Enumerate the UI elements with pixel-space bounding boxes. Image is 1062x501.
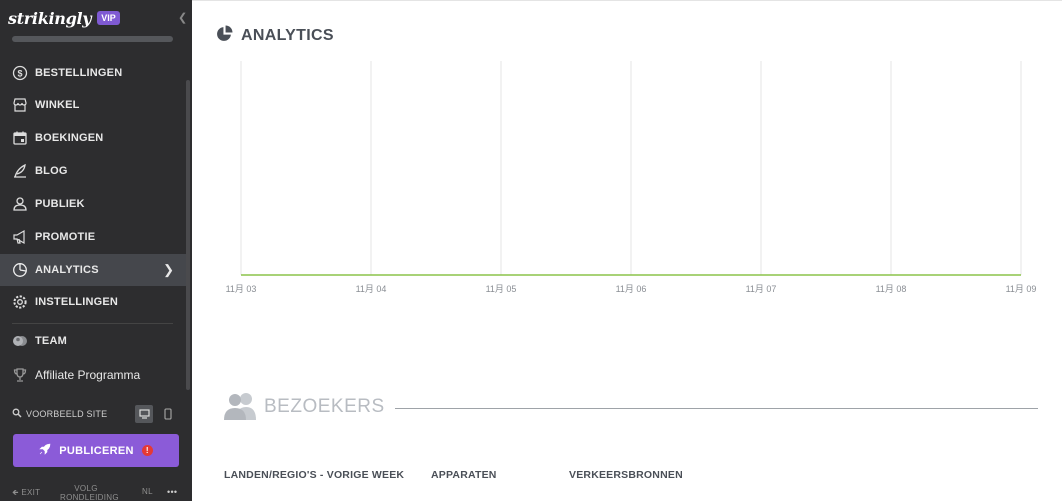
visitors-icon — [224, 390, 258, 425]
visitors-divider — [394, 407, 1038, 409]
pie-chart-icon — [216, 25, 233, 47]
vip-badge: VIP — [97, 11, 120, 25]
publish-label: PUBLICEREN — [59, 444, 134, 457]
tour-link[interactable]: VOLG RONDLEIDING — [60, 484, 119, 501]
sidebar-item-winkel[interactable]: WINKEL — [0, 89, 186, 121]
quill-icon — [12, 163, 28, 179]
devices-column-header: APPARATEN — [431, 469, 497, 481]
sidebar-footer: 🡸 EXIT VOLG RONDLEIDING NL ••• — [0, 484, 192, 501]
sidebar-item-label: INSTELLINGEN — [35, 296, 119, 308]
sidebar-item-promotie[interactable]: PROMOTIE — [0, 221, 186, 253]
sidebar: strikingly VIP ❮ $ BESTELLINGEN WINKEL B… — [0, 0, 192, 501]
sidebar-item-publiek[interactable]: PUBLIEK — [0, 188, 186, 220]
store-icon — [12, 97, 28, 113]
x-tick-label: 11月 08 — [876, 284, 907, 294]
team-icon — [12, 333, 28, 349]
publish-button[interactable]: PUBLICEREN ! — [13, 434, 179, 467]
visitors-title: BEZOEKERS — [264, 396, 385, 417]
mobile-preview-icon[interactable] — [159, 405, 177, 423]
language-selector[interactable]: NL — [142, 487, 153, 496]
sidebar-item-affiliate[interactable]: Affiliate Programma — [0, 359, 186, 391]
sidebar-item-team[interactable]: TEAM — [0, 325, 186, 357]
visitors-header: BEZOEKERS — [224, 389, 1038, 425]
sidebar-item-label: BLOG — [35, 165, 68, 177]
preview-site-label[interactable]: VOORBEELD SITE — [26, 409, 108, 419]
line-chart-svg: 11月 03 11月 04 11月 05 11月 06 11月 07 11月 08 11月 … — [226, 61, 1037, 294]
x-tick-label: 11月 07 — [746, 284, 777, 294]
preview-site-row: VOORBEELD SITE — [12, 405, 182, 423]
sidebar-scrollbar[interactable] — [186, 80, 190, 390]
sidebar-item-analytics[interactable]: ANALYTICS ❯ — [0, 254, 186, 286]
exit-link[interactable]: 🡸 EXIT — [12, 488, 41, 497]
pie-chart-icon — [12, 262, 28, 278]
megaphone-icon — [12, 229, 28, 245]
rocket-icon — [39, 442, 51, 460]
sidebar-item-label: ANALYTICS — [35, 264, 99, 276]
analytics-header: ANALYTICS — [216, 25, 334, 47]
main-content: ANALYTICS 11月 03 11月 04 11月 05 11月 06 11月 07… — [192, 0, 1062, 501]
sidebar-item-blog[interactable]: BLOG — [0, 155, 186, 187]
more-icon[interactable]: ••• — [167, 487, 178, 497]
x-tick-label: 11月 09 — [1006, 284, 1037, 294]
search-icon — [12, 405, 22, 423]
sidebar-item-boekingen[interactable]: BOEKINGEN — [0, 122, 186, 154]
sidebar-item-label: BESTELLINGEN — [35, 67, 123, 79]
calendar-icon — [12, 130, 28, 146]
trophy-icon — [12, 367, 28, 383]
x-tick-label: 11月 03 — [226, 284, 257, 294]
collapse-sidebar-icon[interactable]: ❮ — [178, 12, 188, 24]
desktop-preview-icon[interactable] — [135, 405, 153, 423]
people-icon — [12, 196, 28, 212]
countries-column-header: LANDEN/REGIO'S - VORIGE WEEK — [224, 469, 405, 481]
strikingly-logo[interactable]: strikingly — [8, 8, 92, 28]
analytics-chart: 11月 03 11月 04 11月 05 11月 06 11月 07 11月 08 11月 … — [216, 57, 1056, 307]
gear-icon — [12, 294, 28, 310]
scroll-placeholder — [12, 36, 173, 42]
sidebar-item-label: WINKEL — [35, 99, 80, 111]
sidebar-item-instellingen[interactable]: INSTELLINGEN — [0, 286, 186, 318]
sidebar-item-label: Affiliate Programma — [35, 368, 141, 382]
logo-row: strikingly VIP — [8, 8, 120, 28]
sidebar-item-label: BOEKINGEN — [35, 132, 104, 144]
dollar-circle-icon: $ — [12, 65, 28, 81]
chevron-right-icon: ❯ — [163, 262, 174, 277]
svg-text:$: $ — [17, 69, 22, 79]
page-title: ANALYTICS — [241, 27, 334, 44]
sidebar-divider — [12, 323, 173, 324]
sidebar-item-label: PROMOTIE — [35, 231, 96, 243]
x-tick-label: 11月 05 — [486, 284, 517, 294]
x-tick-label: 11月 04 — [356, 284, 387, 294]
x-tick-label: 11月 06 — [616, 284, 647, 294]
sidebar-item-label: PUBLIEK — [35, 198, 85, 210]
traffic-sources-column-header: VERKEERSBRONNEN — [569, 469, 683, 481]
sidebar-item-label: TEAM — [35, 335, 67, 347]
publish-alert-badge: ! — [141, 445, 153, 456]
sidebar-item-bestellingen[interactable]: $ BESTELLINGEN — [0, 57, 186, 89]
